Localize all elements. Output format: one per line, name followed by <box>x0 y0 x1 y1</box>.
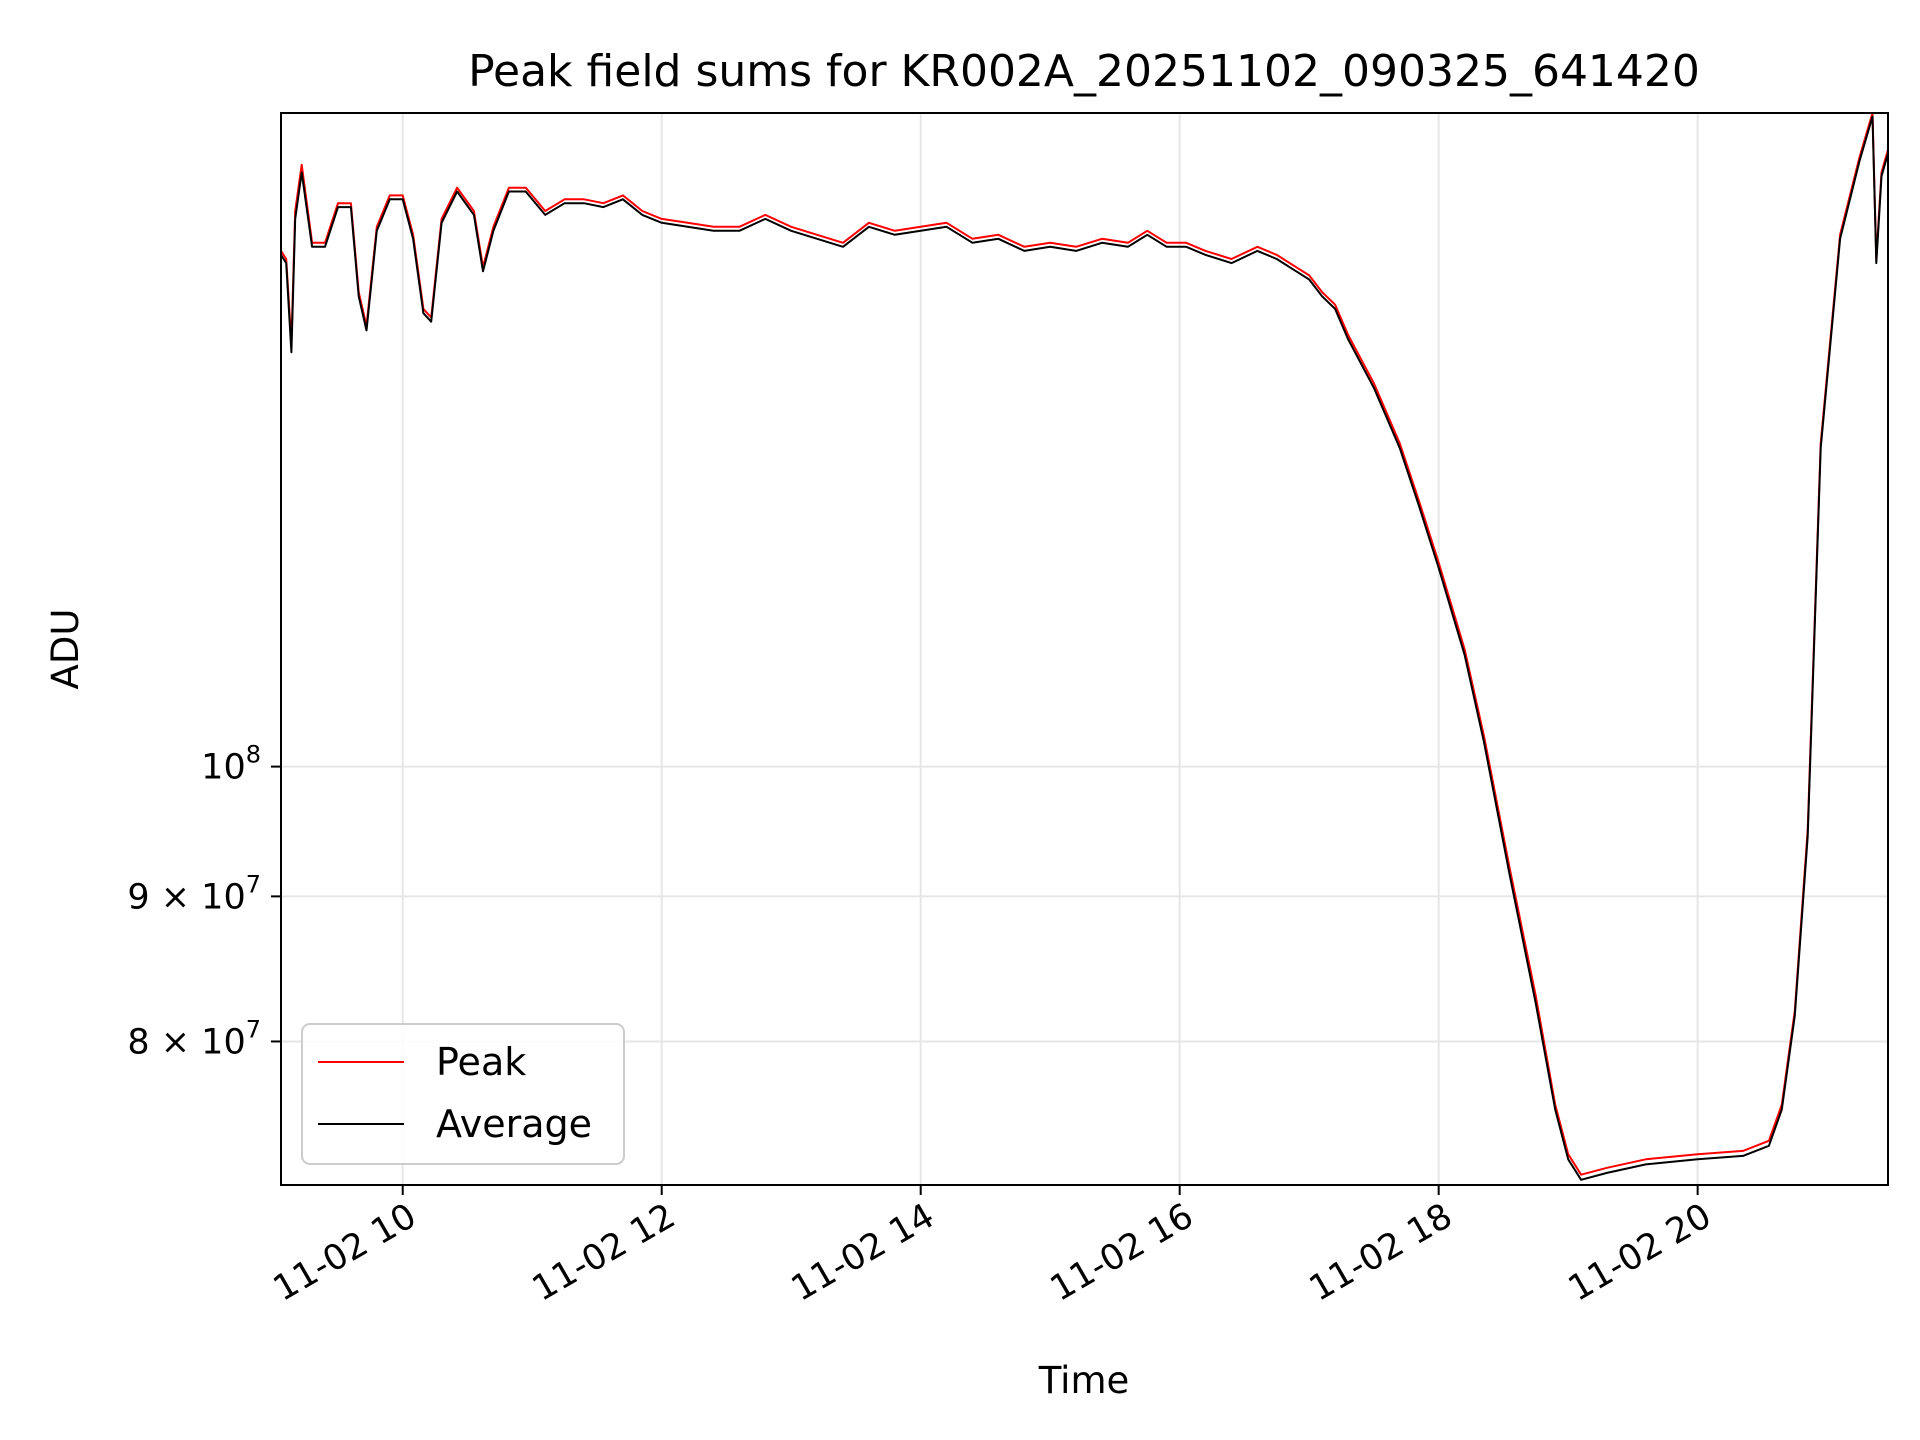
y-tick-label: 8 × 107 <box>127 1015 261 1062</box>
legend-label-average: Average <box>436 1102 592 1146</box>
grid <box>281 113 1888 1185</box>
y-tick-label: 108 <box>201 741 261 788</box>
y-tick-label: 9 × 107 <box>127 870 261 917</box>
legend-label-peak: Peak <box>436 1040 526 1084</box>
chart-title: Peak field sums for KR002A_20251102_0903… <box>468 46 1700 97</box>
legend-box <box>301 1023 625 1165</box>
y-axis-label: ADU <box>44 609 87 690</box>
x-axis-label: Time <box>1038 1359 1130 1402</box>
legend: Peak Average <box>301 1023 625 1165</box>
series-line-average <box>280 115 1889 1181</box>
series-layer <box>280 112 1889 1181</box>
y-ticks: 108 9 × 107 8 × 107 <box>127 741 281 1062</box>
plot-frame <box>280 112 1889 1186</box>
